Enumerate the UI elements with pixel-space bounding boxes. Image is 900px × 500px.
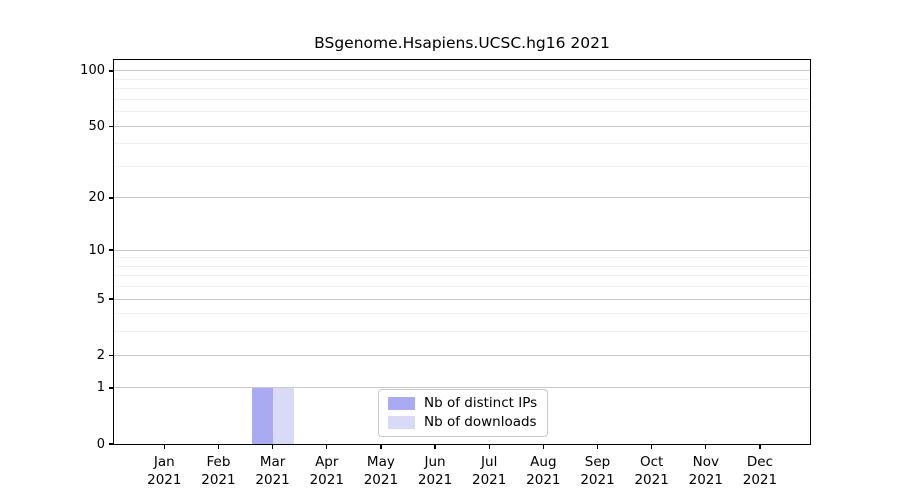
legend: Nb of distinct IPs Nb of downloads [378, 389, 549, 437]
y-tick-20 [109, 197, 114, 199]
x-tick-label-feb: Feb 2021 [201, 454, 236, 488]
gridline-y-100 [114, 70, 810, 72]
x-tick-oct [650, 444, 653, 449]
x-tick-label-sep: Sep 2021 [580, 454, 615, 488]
gridline-y-30 [114, 165, 810, 167]
gridline-y-8 [114, 265, 810, 267]
gridline-y-60 [114, 111, 810, 113]
y-tick-label-0: 0 [96, 436, 105, 452]
y-tick-50 [109, 125, 114, 127]
y-tick-10 [109, 249, 114, 251]
x-tick-nov [705, 444, 707, 449]
gridline-y-10 [114, 249, 810, 251]
gridline-y-4 [114, 313, 810, 315]
gridline-y-7 [114, 275, 810, 277]
y-tick-label-2: 2 [96, 347, 105, 363]
gridline-y-5 [114, 298, 810, 300]
x-tick-label-jul: Jul 2021 [472, 454, 507, 488]
y-tick-2 [109, 354, 114, 356]
gridline-y-50 [114, 125, 810, 127]
x-tick-aug [542, 444, 545, 449]
gridline-y-2 [114, 354, 810, 356]
x-tick-label-apr: Apr 2021 [309, 454, 344, 488]
gridline-y-3 [114, 331, 810, 333]
x-tick-label-jun: Jun 2021 [417, 454, 453, 488]
x-tick-sep [596, 444, 599, 449]
y-tick-1 [109, 387, 114, 389]
x-tick-jan [163, 444, 165, 449]
x-tick-mar [271, 444, 274, 449]
gridline-y-40 [114, 143, 810, 145]
y-tick-label-50: 50 [88, 118, 105, 134]
legend-label-distinct-ips: Nb of distinct IPs [424, 395, 538, 411]
y-tick-label-10: 10 [88, 242, 105, 258]
x-tick-jun [434, 444, 436, 449]
x-tick-feb [217, 444, 220, 449]
gridline-y-90 [114, 78, 810, 80]
chart-title: BSgenome.Hsapiens.UCSC.hg16 2021 [314, 34, 610, 52]
y-tick-100 [109, 70, 114, 72]
x-tick-label-aug: Aug 2021 [526, 454, 561, 488]
x-tick-jul [488, 444, 490, 449]
x-tick-label-mar: Mar 2021 [255, 454, 290, 488]
legend-swatch-distinct-ips [388, 396, 415, 410]
x-tick-label-dec: Dec 2021 [742, 454, 778, 488]
x-tick-label-nov: Nov 2021 [688, 454, 723, 488]
plot-area [113, 59, 811, 445]
legend-swatch-downloads [388, 415, 415, 429]
x-tick-dec [759, 444, 761, 449]
gridline-y-9 [114, 257, 810, 259]
x-tick-apr [326, 444, 328, 449]
x-tick-label-jan: Jan 2021 [147, 454, 182, 488]
legend-label-downloads: Nb of downloads [424, 414, 537, 430]
bar-mar-series-1 [272, 387, 294, 444]
legend-item-distinct-ips: Nb of distinct IPs [388, 395, 537, 411]
y-tick-label-20: 20 [88, 190, 105, 206]
gridline-y-70 [114, 98, 810, 100]
gridline-y-1 [114, 387, 810, 389]
gridline-y-80 [114, 88, 810, 90]
y-tick-label-1: 1 [96, 380, 105, 396]
y-tick-5 [109, 298, 114, 300]
bar-mar-series-0 [251, 387, 273, 444]
gridline-y-6 [114, 286, 810, 288]
x-tick-label-may: May 2021 [363, 454, 399, 488]
y-tick-label-100: 100 [80, 63, 105, 79]
legend-item-downloads: Nb of downloads [388, 414, 537, 430]
x-tick-may [380, 444, 382, 449]
gridline-y-20 [114, 197, 810, 199]
y-tick-0 [109, 443, 114, 445]
y-tick-label-5: 5 [96, 291, 105, 307]
x-tick-label-oct: Oct 2021 [634, 454, 669, 488]
